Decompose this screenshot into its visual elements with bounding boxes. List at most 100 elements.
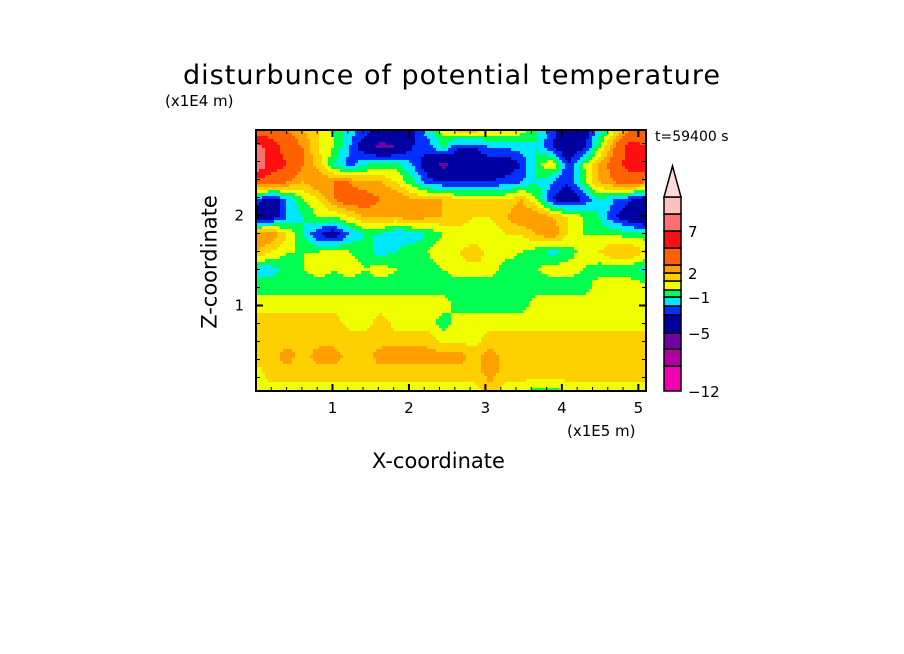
contour-cell (448, 298, 533, 302)
contour-cell (589, 154, 596, 158)
contour-cell (574, 172, 581, 176)
contour-cell (610, 136, 617, 140)
contour-cell (526, 166, 536, 170)
contour-cell (409, 160, 422, 164)
contour-cell (421, 160, 518, 164)
contour-cell (286, 235, 296, 239)
contour-cell (382, 346, 428, 350)
contour-cell (538, 136, 548, 140)
contour-cell (514, 256, 575, 260)
contour-cell (607, 163, 623, 167)
contour-cell (565, 235, 623, 239)
contour-cell (406, 181, 416, 185)
contour-cell (439, 316, 452, 320)
contour-cell (586, 139, 593, 143)
contour-cell (292, 229, 305, 233)
contour-cell (286, 253, 305, 257)
contour-cell (313, 157, 323, 161)
contour-cell (352, 253, 377, 257)
contour-cell (328, 163, 335, 167)
contour-cell (256, 256, 281, 260)
contour-cell (544, 205, 554, 209)
contour-cell (439, 340, 482, 344)
contour-cell (256, 211, 281, 215)
contour-cell (553, 151, 563, 155)
contour-cell (520, 163, 527, 167)
contour-cell (301, 211, 314, 215)
contour-cell (340, 244, 374, 248)
contour-cell (310, 184, 335, 188)
contour-cell (556, 199, 581, 203)
contour-cell (256, 238, 275, 242)
contour-cell (520, 133, 539, 137)
contour-cell (463, 352, 485, 356)
contour-cell (406, 187, 419, 191)
contour-cell (382, 313, 443, 317)
contour-cell (355, 274, 374, 278)
contour-cell (517, 160, 527, 164)
contour-cell (256, 319, 341, 323)
contour-cell (256, 145, 263, 149)
contour-cell (547, 199, 557, 203)
contour-cell (376, 253, 389, 257)
contour-cell (385, 142, 416, 146)
contour-cell (262, 367, 482, 371)
contour-cell (313, 160, 323, 164)
contour-cell (559, 229, 569, 233)
contour-cell (439, 223, 464, 227)
contour-cell (256, 247, 260, 251)
contour-cell (331, 220, 335, 224)
contour-cell (280, 208, 287, 212)
contour-cell (499, 226, 527, 230)
contour-cell (484, 352, 497, 356)
contour-cell (280, 352, 296, 356)
contour-cell (304, 229, 317, 233)
contour-cell (256, 151, 266, 155)
contour-cell (436, 262, 503, 266)
contour-cell (562, 169, 575, 173)
contour-cell (256, 220, 275, 224)
contour-cell (613, 199, 632, 203)
contour-cell (337, 313, 380, 317)
contour-cell (280, 268, 305, 272)
contour-cell (256, 178, 293, 182)
contour-cell (256, 154, 266, 158)
contour-cell (481, 151, 521, 155)
contour-cell (280, 244, 296, 248)
contour-cell (298, 139, 311, 143)
contour-cell (574, 166, 581, 170)
contour-cell (421, 238, 440, 242)
contour-cell (256, 343, 467, 347)
contour-cell (358, 166, 404, 170)
contour-cell (640, 253, 647, 257)
contour-cell (385, 226, 413, 230)
contour-cell (415, 166, 422, 170)
contour-cell (412, 175, 422, 179)
contour-cell (304, 163, 314, 167)
contour-cell (310, 193, 323, 197)
contour-cell (562, 187, 572, 191)
contour-cell (286, 205, 299, 209)
contour-cell (256, 157, 266, 161)
contour-cell (424, 154, 488, 158)
contour-cell (466, 259, 482, 263)
contour-cell (487, 331, 647, 335)
contour-cell (592, 187, 605, 191)
contour-cell (511, 187, 542, 191)
contour-cell (256, 235, 278, 239)
contour-cell (433, 133, 443, 137)
contour-cell (256, 385, 479, 389)
contour-cell (439, 130, 458, 134)
contour-cell (541, 163, 557, 167)
contour-cell (337, 160, 347, 164)
contour-cell (586, 181, 593, 185)
contour-cell (373, 352, 464, 356)
contour-cell (256, 172, 272, 176)
contour-cell (517, 253, 551, 257)
contour-cell (304, 148, 311, 152)
contour-cell (505, 232, 536, 236)
contour-cell (256, 184, 290, 188)
contour-cell (373, 244, 407, 248)
contour-cell (547, 214, 563, 218)
contour-cell (583, 223, 605, 227)
